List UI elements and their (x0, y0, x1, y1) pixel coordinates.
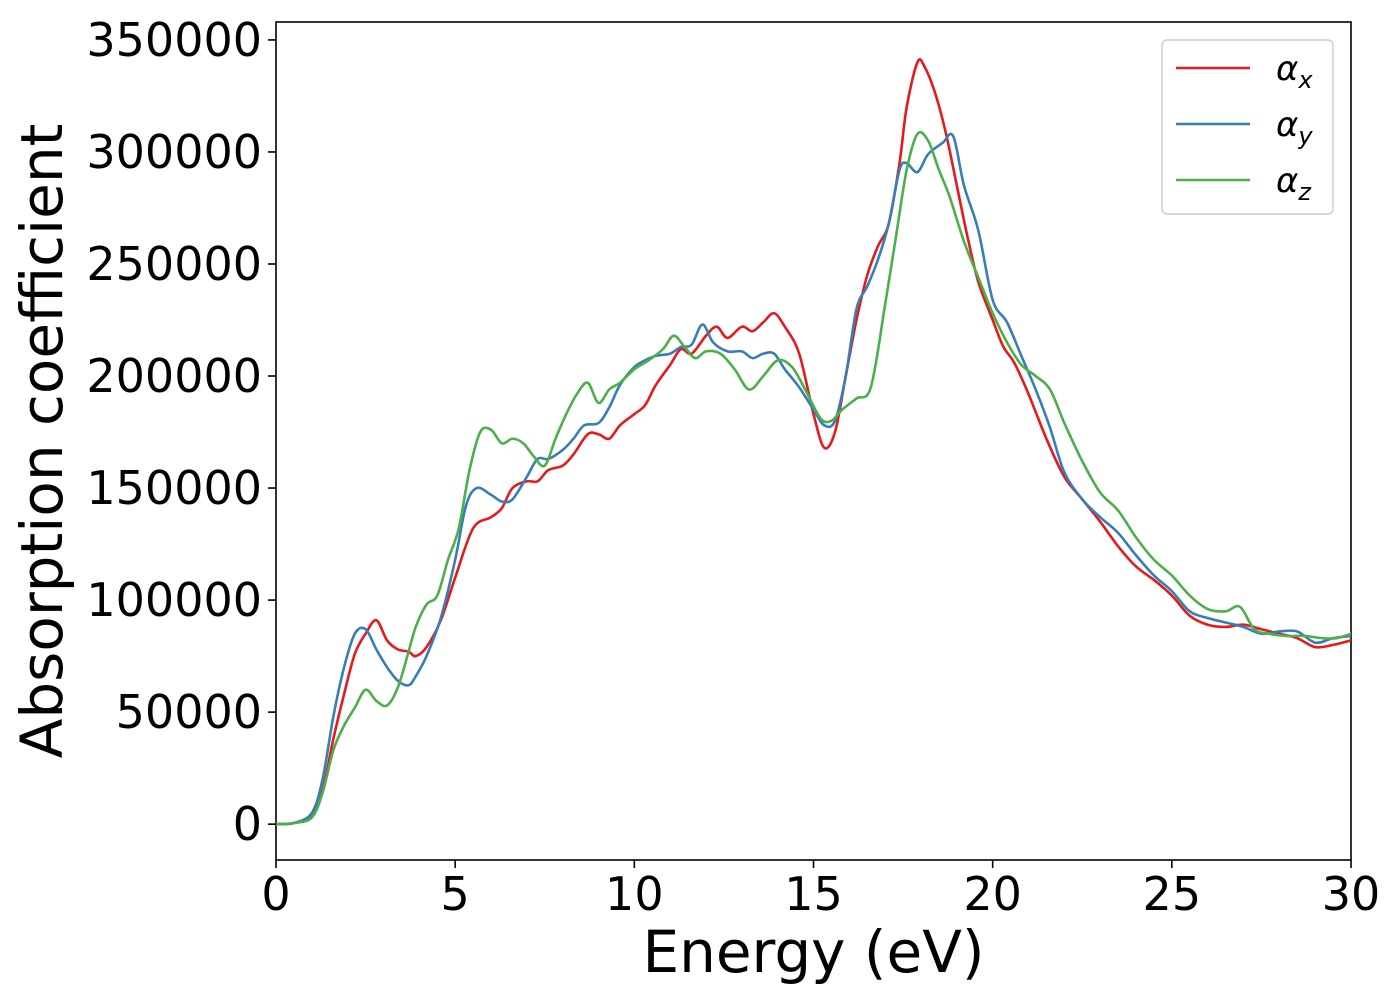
y-tick-label: 0 (233, 797, 262, 851)
y-tick-label: 100000 (86, 573, 262, 627)
y-axis-title: Absorption coefficient (8, 124, 76, 759)
x-tick-label: 10 (605, 867, 664, 921)
series-line-z (276, 130, 1351, 826)
legend-box (1161, 39, 1334, 215)
y-tick-label: 300000 (86, 125, 262, 179)
legend-label-x: αx (1276, 49, 1313, 94)
series-group (276, 58, 1351, 826)
x-tick-label: 5 (441, 867, 470, 921)
x-axis-title: Energy (eV) (642, 918, 984, 986)
y-tick-label: 350000 (86, 13, 262, 67)
x-tick-label: 0 (261, 867, 290, 921)
legend-label-z: αz (1276, 161, 1312, 206)
y-tick-label: 150000 (86, 461, 262, 515)
y-tick-label: 50000 (116, 685, 262, 739)
x-tick-label: 25 (1143, 867, 1202, 921)
legend: αx αy αz (1161, 39, 1334, 215)
y-tick-label: 200000 (86, 349, 262, 403)
y-tick-label: 250000 (86, 237, 262, 291)
legend-label-y: αy (1276, 105, 1313, 150)
x-tick-label: 15 (784, 867, 843, 921)
series-line-y (276, 132, 1351, 826)
y-axis: 0 50000 100000 150000 200000 250000 300000 3500… (86, 13, 276, 851)
x-tick-label: 30 (1322, 867, 1381, 921)
x-axis: 0 5 10 15 20 25 30 (261, 860, 1380, 921)
x-tick-label: 20 (963, 867, 1022, 921)
